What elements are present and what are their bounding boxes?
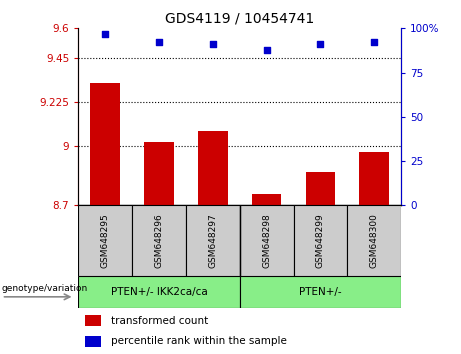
Bar xyxy=(85,336,101,347)
Bar xyxy=(198,131,228,205)
Text: genotype/variation: genotype/variation xyxy=(1,284,88,293)
Text: transformed count: transformed count xyxy=(111,316,208,326)
Text: GSM648298: GSM648298 xyxy=(262,213,271,268)
Point xyxy=(155,40,163,45)
Point xyxy=(209,41,217,47)
FancyBboxPatch shape xyxy=(347,205,401,276)
Text: GSM648295: GSM648295 xyxy=(101,213,110,268)
Text: GSM648296: GSM648296 xyxy=(154,213,164,268)
FancyBboxPatch shape xyxy=(240,276,401,308)
Point xyxy=(371,40,378,45)
Bar xyxy=(85,315,101,326)
Bar xyxy=(90,84,120,205)
Text: GSM648297: GSM648297 xyxy=(208,213,217,268)
Bar xyxy=(306,172,335,205)
FancyBboxPatch shape xyxy=(78,276,240,308)
Bar xyxy=(360,152,389,205)
FancyBboxPatch shape xyxy=(186,205,240,276)
Bar xyxy=(144,142,174,205)
Text: GSM648299: GSM648299 xyxy=(316,213,325,268)
Text: percentile rank within the sample: percentile rank within the sample xyxy=(111,336,287,346)
Point xyxy=(263,47,270,52)
Text: PTEN+/- IKK2ca/ca: PTEN+/- IKK2ca/ca xyxy=(111,287,207,297)
FancyBboxPatch shape xyxy=(294,205,347,276)
FancyBboxPatch shape xyxy=(240,205,294,276)
Text: GSM648300: GSM648300 xyxy=(370,213,378,268)
Point xyxy=(101,31,109,36)
Title: GDS4119 / 10454741: GDS4119 / 10454741 xyxy=(165,12,314,26)
Point xyxy=(317,41,324,47)
FancyBboxPatch shape xyxy=(132,205,186,276)
Text: PTEN+/-: PTEN+/- xyxy=(299,287,342,297)
Bar xyxy=(252,194,281,205)
FancyBboxPatch shape xyxy=(78,205,132,276)
